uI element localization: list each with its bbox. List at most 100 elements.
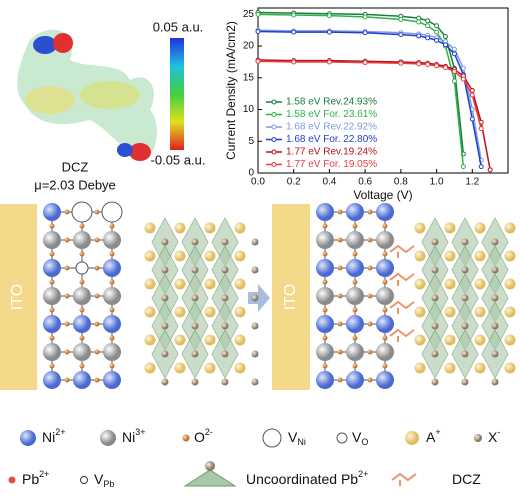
dcz-molecule xyxy=(389,244,415,258)
o-ion xyxy=(337,377,343,383)
point xyxy=(434,63,440,69)
o-ion xyxy=(367,349,373,355)
legend-text: V xyxy=(288,429,298,445)
ni-ion xyxy=(103,371,121,389)
ni-ion xyxy=(316,371,334,389)
o-ion xyxy=(337,209,343,215)
ni-ion xyxy=(316,259,334,277)
legend-text: Pb xyxy=(22,471,39,487)
legend-text: Uncoordinated Pb xyxy=(246,471,358,487)
point xyxy=(443,42,448,48)
ni-ion xyxy=(103,343,121,361)
x-ion xyxy=(491,378,499,386)
legend-marker xyxy=(271,149,277,155)
a-ion xyxy=(504,278,516,290)
legend-sup: 2+ xyxy=(39,469,49,479)
o-ion xyxy=(94,265,100,271)
y-tick-label: 10 xyxy=(243,104,255,115)
o-ion xyxy=(109,335,115,341)
o-ion xyxy=(109,279,115,285)
legend-label: X- xyxy=(488,427,500,444)
a-ion xyxy=(504,334,516,346)
o-ion xyxy=(337,349,343,355)
a-ion xyxy=(444,250,456,262)
a-ion xyxy=(204,334,216,346)
o-ion xyxy=(64,293,70,299)
legend-label: DCZ xyxy=(452,471,481,487)
o-ion xyxy=(322,223,328,229)
a-ion xyxy=(174,250,186,262)
legend-label: O2- xyxy=(194,427,213,444)
o-ion xyxy=(382,335,388,341)
x-ion xyxy=(221,294,229,302)
ni-ion xyxy=(376,203,394,221)
o-ion xyxy=(79,279,85,285)
a-ion xyxy=(234,306,246,318)
o-ion xyxy=(367,377,373,383)
ni-ion xyxy=(376,371,394,389)
x-ion xyxy=(431,322,439,330)
x-ion xyxy=(161,378,169,386)
a-ion xyxy=(474,222,486,234)
legend-icon xyxy=(182,434,190,442)
o-ion xyxy=(49,223,55,229)
o-ion xyxy=(367,265,373,271)
o-ion xyxy=(337,265,343,271)
a-ion xyxy=(174,334,186,346)
x-ion xyxy=(251,322,259,330)
molecule-surface xyxy=(17,29,157,161)
a-ion xyxy=(414,306,426,318)
x-tick-label: 0.4 xyxy=(322,177,336,188)
point xyxy=(451,68,457,74)
o-ion xyxy=(94,349,100,355)
o-ion xyxy=(79,307,85,313)
a-ion xyxy=(234,334,246,346)
point xyxy=(291,29,297,35)
point xyxy=(291,59,297,65)
point xyxy=(451,78,457,84)
y-tick-label: 0 xyxy=(248,168,254,179)
a-ion xyxy=(174,362,186,374)
o-ion xyxy=(94,321,100,327)
legend-sup: 2- xyxy=(205,427,213,437)
o-ion xyxy=(337,321,343,327)
scale-max: 0.05 a.u. xyxy=(153,19,204,34)
legend-text: Ni xyxy=(42,429,55,445)
ni-ion xyxy=(73,287,91,305)
a-ion xyxy=(234,222,246,234)
ni-ion xyxy=(43,231,61,249)
ni-ion xyxy=(346,203,364,221)
ni-ion xyxy=(73,343,91,361)
plot-frame xyxy=(257,7,509,174)
a-ion xyxy=(144,278,156,290)
legend-label: Ni2+ xyxy=(42,427,66,444)
x-ion xyxy=(461,378,469,386)
o-ion xyxy=(94,209,100,215)
x-tick-label: 0.0 xyxy=(251,177,265,188)
point xyxy=(443,34,448,40)
x-tick-label: 1.0 xyxy=(430,177,444,188)
legend-marker xyxy=(271,137,277,142)
molecule-name: DCZ xyxy=(62,159,89,174)
a-ion xyxy=(234,278,246,290)
a-ion xyxy=(414,278,426,290)
x-ion xyxy=(461,238,469,246)
legend-text: Ni xyxy=(122,429,135,445)
x-ion xyxy=(191,350,199,358)
ni-ion xyxy=(346,371,364,389)
legend-sup: 2+ xyxy=(358,469,368,479)
y-tick-label: 20 xyxy=(243,41,255,52)
point xyxy=(362,14,368,20)
x-ion xyxy=(161,238,169,246)
point xyxy=(416,61,422,67)
o-ion xyxy=(322,335,328,341)
o-ion xyxy=(64,349,70,355)
a-ion xyxy=(174,222,186,234)
point xyxy=(425,23,431,29)
a-ion xyxy=(444,362,456,374)
x-ion xyxy=(251,350,259,358)
ni-ion xyxy=(73,231,91,249)
legend-icon xyxy=(20,430,36,446)
o-ion xyxy=(367,209,373,215)
